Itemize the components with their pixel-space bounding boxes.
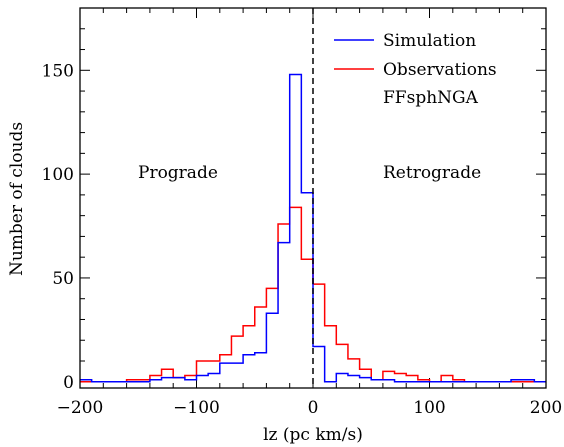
y-axis-label: Number of clouds — [7, 122, 27, 276]
y-tick-label: 150 — [42, 61, 74, 81]
legend-extra-label: FFsphNGA — [383, 88, 479, 108]
x-tick-label: 0 — [308, 398, 319, 418]
y-tick-label: 100 — [42, 165, 74, 185]
plot-frame — [79, 7, 547, 389]
legend-label-simulation: Simulation — [383, 31, 476, 51]
legend-label-observations: Observations — [383, 60, 497, 80]
legend: Simulation Observations FFsphNGA — [334, 31, 497, 108]
annotation-retrograde: Retrograde — [383, 163, 481, 183]
y-tick-label: 50 — [52, 269, 74, 289]
y-tick-label: 0 — [63, 373, 74, 393]
series-simulation — [80, 73, 546, 383]
x-axis-label: lz (pc km/s) — [263, 425, 363, 445]
x-tick-labels: −200 −100 0 100 200 — [57, 398, 563, 418]
x-tick-label: 200 — [530, 398, 562, 418]
x-tick-label: −100 — [173, 398, 220, 418]
y-tick-labels: 0 50 100 150 — [42, 61, 74, 392]
axis-ticks — [79, 8, 547, 388]
x-tick-label: −200 — [57, 398, 104, 418]
x-tick-label: 100 — [413, 398, 445, 418]
annotation-prograde: Prograde — [138, 163, 218, 183]
